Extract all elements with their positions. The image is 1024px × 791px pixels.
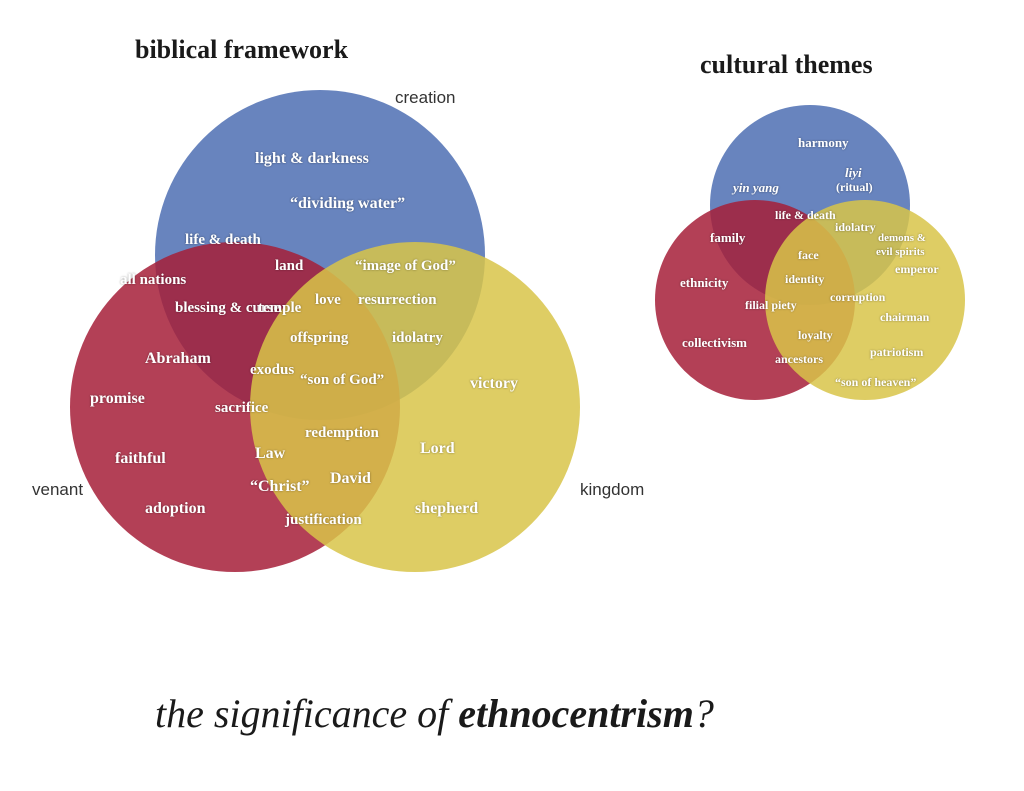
venn-term: (ritual) [836, 180, 873, 195]
label-venant: venant [32, 480, 83, 500]
venn-term: patriotism [870, 345, 923, 360]
venn-term: victory [470, 375, 518, 393]
bottom-post: ? [694, 691, 714, 736]
venn-term: sacrifice [215, 400, 268, 417]
venn-term: chairman [880, 310, 929, 325]
venn-term: identity [785, 272, 824, 287]
label-kingdom: kingdom [580, 480, 644, 500]
venn-term: promise [90, 390, 145, 408]
venn-term: evil spirits [876, 246, 925, 258]
bottom-pre: the significance of [155, 691, 458, 736]
venn-term: filial piety [745, 298, 797, 313]
venn-term: resurrection [358, 292, 437, 309]
venn-term: life & death [185, 232, 261, 249]
venn-term: all nations [120, 272, 186, 289]
venn-term: Abraham [145, 350, 211, 368]
venn-canvas [0, 0, 1024, 791]
venn-term: shepherd [415, 500, 478, 518]
venn-term: “son of heaven” [835, 375, 916, 390]
venn-term: Lord [420, 440, 455, 458]
bottom-bold: ethnocentrism [458, 691, 694, 736]
venn-term: life & death [775, 208, 836, 223]
venn-term: faithful [115, 450, 166, 468]
venn-term: redemption [305, 425, 379, 442]
venn-term: harmony [798, 135, 849, 151]
venn-term: yin yang [733, 180, 779, 196]
venn-term: emperor [895, 262, 939, 277]
venn-term: liyi [845, 165, 862, 181]
venn-term: adoption [145, 500, 205, 518]
venn-term: ethnicity [680, 275, 728, 291]
venn-term: “son of God” [300, 372, 384, 389]
venn-term: exodus [250, 362, 294, 379]
venn-term: light & darkness [255, 150, 369, 168]
venn-term: demons & [878, 232, 926, 244]
bottom-question: the significance of ethnocentrism? [155, 690, 714, 737]
venn-term: offspring [290, 330, 348, 347]
venn-term: justification [285, 512, 362, 529]
venn-term: “image of God” [355, 258, 456, 275]
venn-term: loyalty [798, 328, 833, 343]
venn-term: temple [258, 300, 301, 317]
venn-term: family [710, 230, 745, 246]
venn-term: love [315, 292, 341, 309]
label-creation: creation [395, 88, 455, 108]
venn-term: idolatry [835, 220, 876, 235]
title-biblical-framework: biblical framework [135, 35, 348, 65]
venn-term: land [275, 258, 303, 275]
venn-term: idolatry [392, 330, 443, 347]
venn-term: face [798, 248, 819, 263]
venn-term: “dividing water” [290, 195, 405, 213]
venn-term: corruption [830, 290, 885, 305]
venn-term: David [330, 470, 371, 488]
title-cultural-themes: cultural themes [700, 50, 873, 80]
venn-term: ancestors [775, 352, 823, 367]
venn-term: Law [255, 445, 285, 463]
venn-term: collectivism [682, 335, 747, 351]
venn-term: “Christ” [250, 478, 310, 496]
